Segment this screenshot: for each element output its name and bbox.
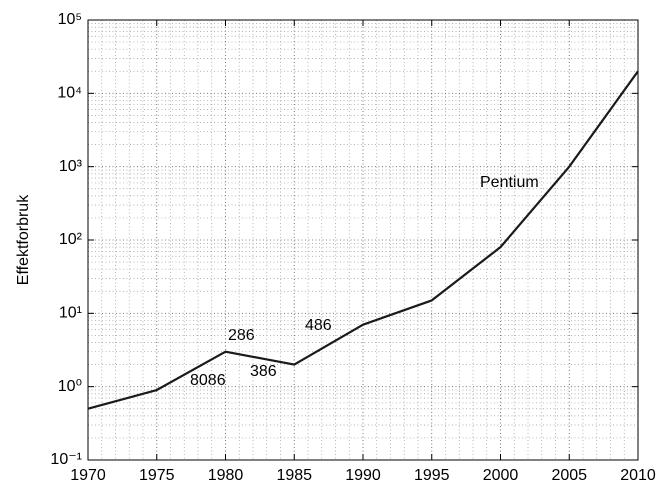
y-tick-label: 10⁰: [58, 378, 82, 395]
y-tick-label: 10⁴: [57, 85, 82, 102]
annotation: 8086: [190, 372, 226, 389]
x-tick-label: 1970: [70, 467, 106, 484]
x-tick-label: 1985: [276, 467, 312, 484]
x-tick-label: 1975: [139, 467, 175, 484]
y-tick-label: 10²: [59, 231, 83, 248]
data-line: [87, 70, 639, 410]
x-tick-label: 2000: [483, 467, 519, 484]
x-tick-label: 1980: [208, 467, 244, 484]
plot-frame: [87, 19, 639, 461]
y-tick-label: 10³: [59, 158, 83, 175]
annotation: 486: [305, 317, 332, 334]
annotation: Pentium: [480, 174, 539, 191]
annotation: 286: [228, 327, 255, 344]
annotation: 386: [250, 363, 277, 380]
y-tick-label: 10⁻¹: [50, 451, 82, 468]
y-tick-label: 10¹: [59, 305, 82, 322]
x-tick-label: 2010: [620, 467, 656, 484]
x-tick-label: 1995: [414, 467, 450, 484]
y-axis-label: Effektforbruk: [15, 194, 32, 285]
x-tick-label: 2005: [551, 467, 587, 484]
y-tick-label: 10⁵: [58, 11, 82, 28]
x-tick-label: 1990: [345, 467, 381, 484]
